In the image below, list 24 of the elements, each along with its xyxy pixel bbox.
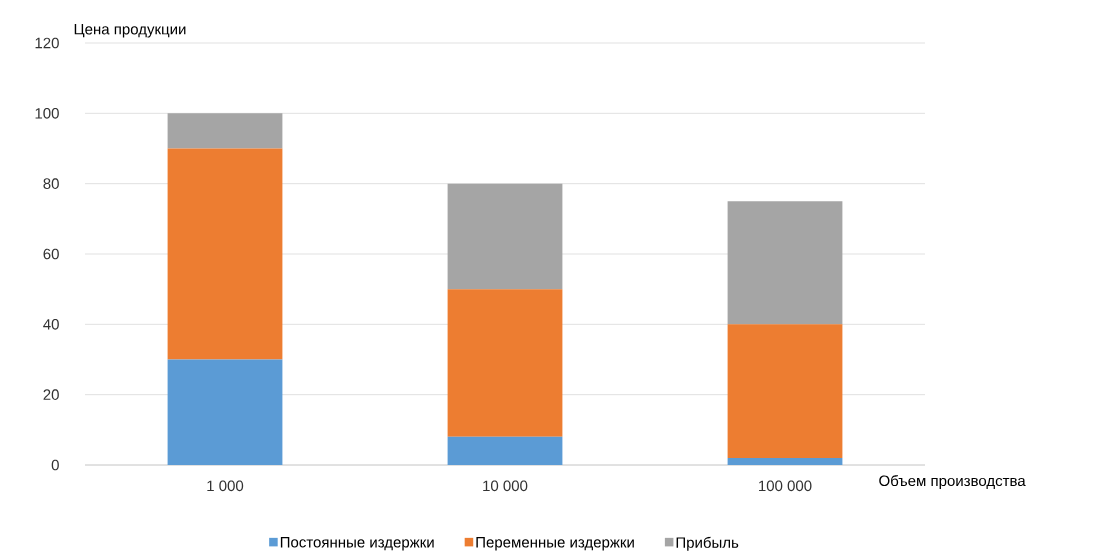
legend-label: Постоянные издержки — [280, 537, 434, 551]
y-tick-label: 60 — [43, 248, 59, 260]
y-tick-label: 40 — [43, 319, 59, 330]
y-axis-title: Цена продукции — [74, 24, 186, 38]
bar — [167, 113, 283, 149]
y-tick-label: 20 — [43, 389, 59, 400]
legend-label: Прибыль — [676, 536, 739, 551]
y-tick-label: 120 — [35, 37, 59, 49]
bar — [727, 457, 843, 465]
bar — [167, 148, 283, 360]
y-tick-label: 0 — [51, 459, 59, 471]
x-tick-label: 10 000 — [483, 480, 528, 492]
legend-label: Переменные издержки — [476, 537, 634, 551]
bar — [447, 289, 563, 437]
bar — [727, 324, 843, 458]
x-tick-label: 1 000 — [207, 480, 244, 492]
x-tick-label: 100 000 — [759, 480, 812, 492]
bar — [447, 183, 563, 290]
bar — [447, 436, 563, 465]
y-tick-label: 100 — [35, 108, 59, 119]
x-axis-title: Объем производства — [879, 474, 1026, 490]
y-tick-label: 80 — [43, 178, 59, 189]
bar — [727, 201, 843, 325]
bar — [167, 359, 283, 465]
